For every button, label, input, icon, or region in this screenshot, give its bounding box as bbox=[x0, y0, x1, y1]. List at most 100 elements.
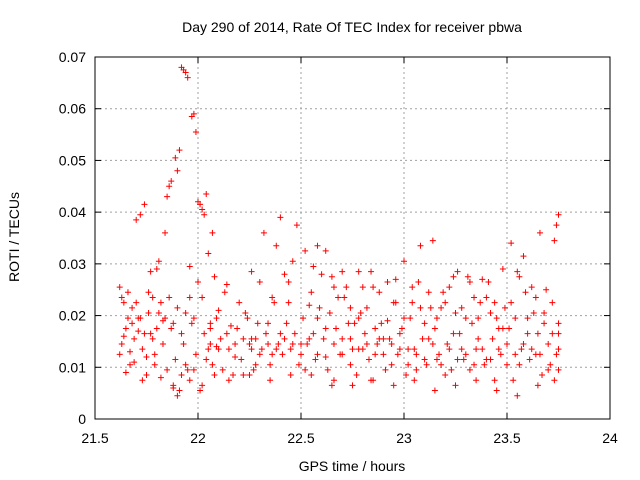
data-point bbox=[555, 330, 562, 337]
data-point bbox=[497, 351, 504, 358]
data-point bbox=[209, 229, 216, 236]
y-tick-label: 0.04 bbox=[59, 204, 86, 220]
data-point bbox=[120, 299, 127, 306]
data-point bbox=[166, 183, 173, 190]
data-point bbox=[409, 299, 416, 306]
data-point bbox=[330, 377, 337, 384]
data-point bbox=[543, 286, 550, 293]
data-point bbox=[182, 309, 189, 316]
data-point bbox=[555, 320, 562, 327]
x-tick-label: 22.5 bbox=[287, 430, 314, 446]
data-point bbox=[335, 294, 342, 301]
data-point bbox=[483, 294, 490, 301]
data-point bbox=[555, 211, 562, 218]
data-point bbox=[339, 335, 346, 342]
data-point bbox=[462, 351, 469, 358]
data-point bbox=[499, 266, 506, 273]
data-point bbox=[471, 294, 478, 301]
data-point bbox=[347, 361, 354, 368]
data-point bbox=[448, 366, 455, 373]
data-point bbox=[287, 372, 294, 379]
data-point bbox=[306, 335, 313, 342]
data-point bbox=[316, 304, 323, 311]
data-point bbox=[349, 382, 356, 389]
data-point bbox=[236, 299, 243, 306]
data-point bbox=[293, 222, 300, 229]
data-point bbox=[207, 325, 214, 332]
data-point bbox=[192, 351, 199, 358]
data-point bbox=[205, 250, 212, 257]
data-point bbox=[267, 377, 274, 384]
data-point bbox=[436, 351, 443, 358]
data-point bbox=[363, 304, 370, 311]
data-point bbox=[225, 346, 232, 353]
data-point bbox=[320, 335, 327, 342]
data-point bbox=[170, 382, 177, 389]
data-point bbox=[273, 242, 280, 249]
data-point bbox=[403, 372, 410, 379]
data-point bbox=[394, 351, 401, 358]
data-point bbox=[129, 304, 136, 311]
data-point bbox=[421, 356, 428, 363]
data-point bbox=[304, 341, 311, 348]
data-point bbox=[213, 315, 220, 322]
data-point bbox=[137, 315, 144, 322]
data-point bbox=[413, 366, 420, 373]
data-point bbox=[458, 304, 465, 311]
y-tick-label: 0.05 bbox=[59, 152, 86, 168]
data-point bbox=[162, 315, 169, 322]
data-point bbox=[438, 304, 445, 311]
data-point bbox=[487, 309, 494, 316]
data-point bbox=[489, 335, 496, 342]
data-point bbox=[172, 154, 179, 161]
data-point bbox=[452, 309, 459, 316]
data-point bbox=[479, 346, 486, 353]
data-point bbox=[405, 361, 412, 368]
data-point bbox=[345, 320, 352, 327]
data-point bbox=[164, 193, 171, 200]
data-point bbox=[190, 366, 197, 373]
x-axis-label: GPS time / hours bbox=[299, 458, 406, 474]
data-point bbox=[530, 309, 537, 316]
data-point bbox=[182, 69, 189, 76]
data-point bbox=[143, 372, 150, 379]
data-point bbox=[386, 335, 393, 342]
data-point bbox=[252, 335, 259, 342]
data-point bbox=[232, 341, 239, 348]
data-point bbox=[339, 268, 346, 275]
y-axis-label: ROTI / TECUs bbox=[6, 192, 22, 282]
data-point bbox=[343, 284, 350, 291]
data-point bbox=[370, 284, 377, 291]
chart-title: Day 290 of 2014, Rate Of TEC Index for r… bbox=[182, 19, 522, 35]
data-point bbox=[153, 266, 160, 273]
data-point bbox=[129, 320, 136, 327]
data-point bbox=[429, 341, 436, 348]
y-tick-label: 0.02 bbox=[59, 308, 86, 324]
data-point bbox=[306, 302, 313, 309]
data-point bbox=[174, 392, 181, 399]
data-point bbox=[277, 330, 284, 337]
data-point bbox=[553, 222, 560, 229]
data-point bbox=[188, 320, 195, 327]
data-point bbox=[347, 335, 354, 342]
data-point bbox=[380, 335, 387, 342]
data-point bbox=[211, 273, 218, 280]
data-point bbox=[326, 309, 333, 316]
data-point bbox=[339, 351, 346, 358]
data-point bbox=[246, 372, 253, 379]
data-point bbox=[398, 325, 405, 332]
data-point bbox=[392, 276, 399, 283]
data-point bbox=[201, 330, 208, 337]
data-point bbox=[396, 346, 403, 353]
data-point bbox=[518, 346, 525, 353]
data-point bbox=[172, 356, 179, 363]
data-point bbox=[186, 294, 193, 301]
data-point bbox=[419, 335, 426, 342]
data-point bbox=[137, 211, 144, 218]
data-point bbox=[199, 294, 206, 301]
data-point bbox=[431, 325, 438, 332]
data-point bbox=[312, 356, 319, 363]
data-point bbox=[246, 341, 253, 348]
data-point bbox=[258, 346, 265, 353]
data-point bbox=[190, 315, 197, 322]
